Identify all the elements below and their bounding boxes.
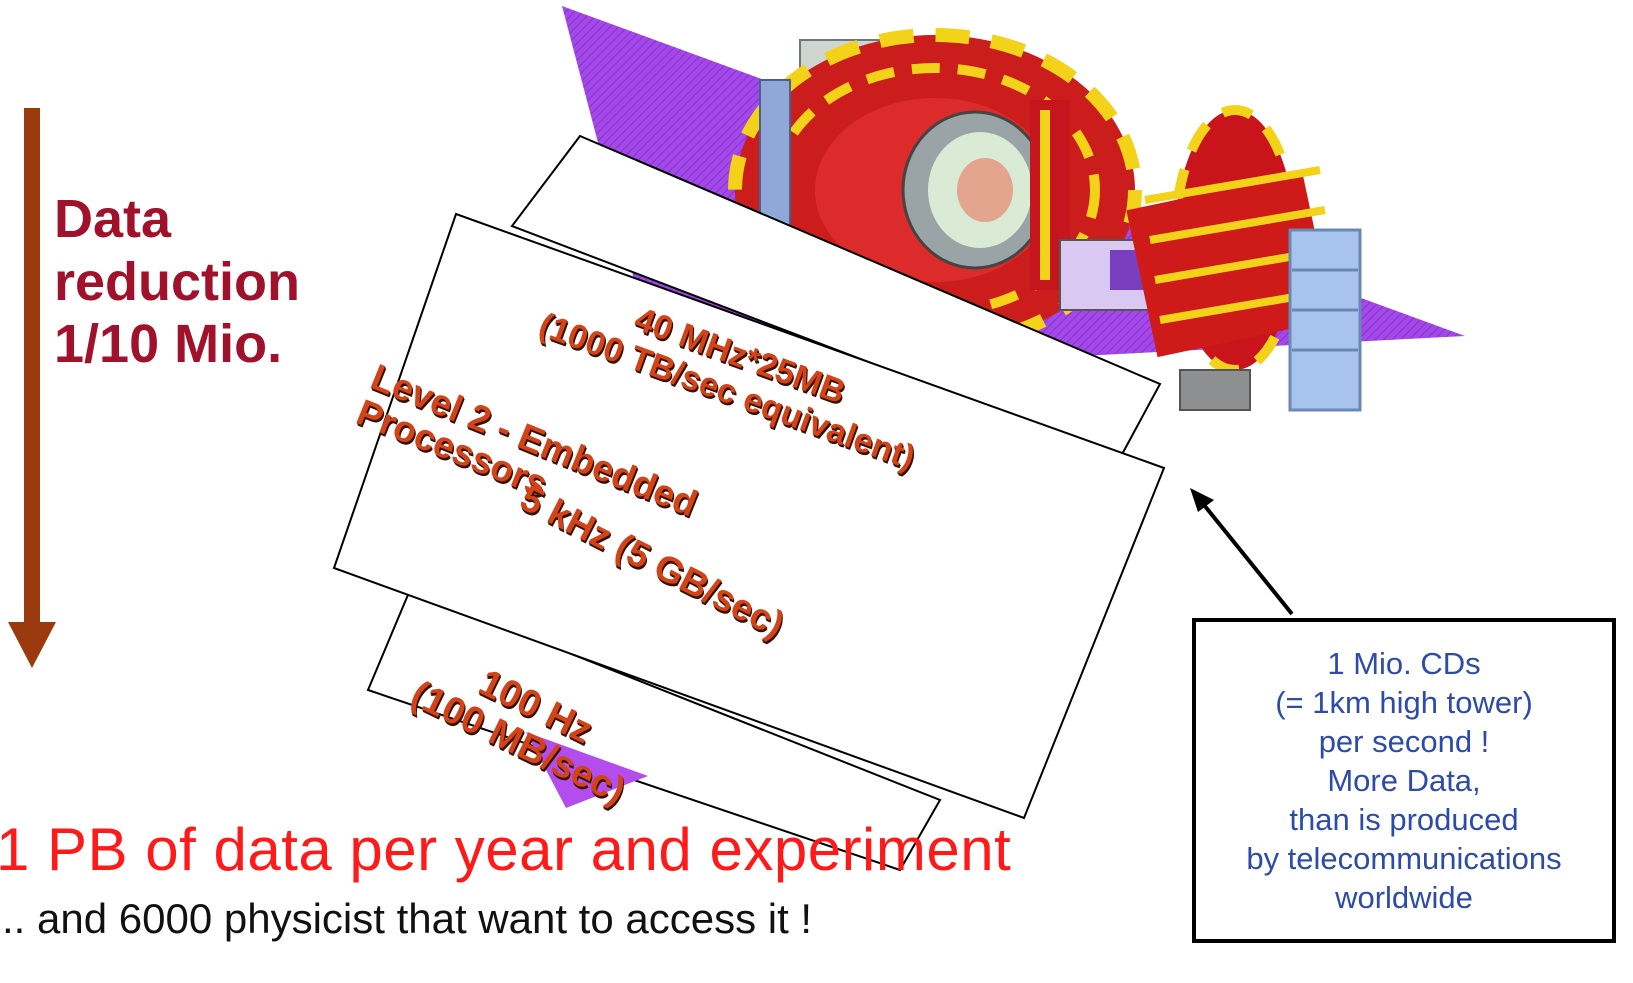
info-line: 1 Mio. CDs — [1327, 646, 1481, 681]
info-line: More Data, — [1327, 763, 1481, 798]
data-reduction-arrow — [8, 108, 56, 668]
callout-pointer-arrow — [1190, 488, 1294, 616]
purple-output-triangle — [526, 732, 648, 808]
info-line: per second ! — [1318, 724, 1490, 759]
reduction-line: Data — [54, 189, 172, 249]
headline-text: 1 PB of data per year and experiment — [0, 816, 1012, 883]
info-line: than is produced — [1289, 802, 1519, 837]
level-card-2 — [332, 212, 1166, 820]
subline-text: .. and 6000 physicist that want to acces… — [2, 895, 813, 942]
info-line: by telecommunications — [1246, 841, 1562, 876]
level-card-4 — [366, 588, 942, 872]
reduction-line: 1/10 Mio. — [54, 314, 283, 375]
reduction-line: reduction — [54, 251, 301, 312]
info-line: worldwide — [1335, 880, 1473, 915]
info-line: (= 1km high tower) — [1275, 685, 1533, 720]
data-reduction-label: Data reduction 1/10 Mio. — [54, 188, 300, 376]
info-callout-box: 1 Mio. CDs (= 1km high tower) per second… — [1192, 618, 1616, 943]
